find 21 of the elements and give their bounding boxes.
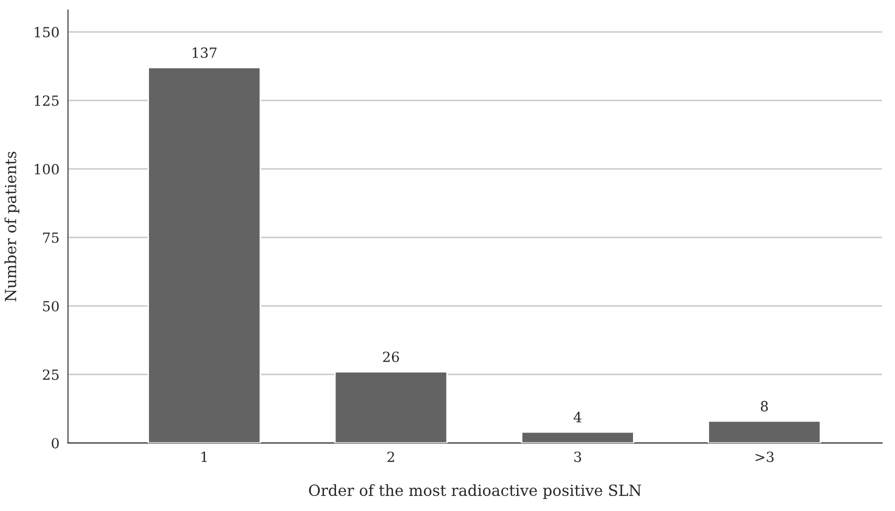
x-tick-label: 2 (388, 452, 394, 462)
bar (520, 431, 634, 443)
data-label: 8 (760, 400, 768, 412)
data-label: 4 (574, 412, 582, 422)
data-label: 137 (192, 47, 217, 58)
y-tick-label: 150 (34, 26, 59, 38)
x-tick-label: 3 (574, 452, 582, 462)
data-label: 26 (383, 352, 399, 362)
x-axis-title: Order of the most radioactive positive SLN (309, 484, 642, 500)
y-tick-label: 50 (43, 300, 59, 312)
bar (148, 66, 261, 443)
y-tick-label: 125 (34, 95, 59, 106)
y-axis-title: Number of patients (4, 152, 20, 302)
y-tick-label: 0 (52, 438, 59, 448)
bar (708, 420, 822, 443)
y-tick-label: 25 (42, 369, 59, 380)
x-tick-label: >3 (756, 452, 774, 462)
bar (334, 371, 448, 443)
y-tick-label: 75 (43, 232, 59, 243)
y-tick-label: 100 (34, 164, 59, 174)
x-tick-label: 1 (202, 452, 207, 462)
